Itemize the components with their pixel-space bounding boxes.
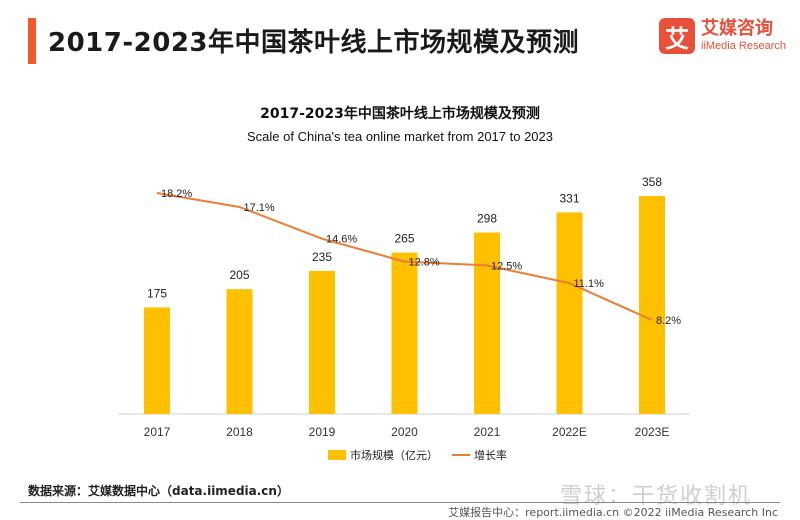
bar-value-label: 358 [642, 175, 662, 189]
logo-name-cn: 艾媒咨询 [701, 18, 774, 39]
bar-2023E [639, 196, 665, 414]
header-accent-bar [28, 18, 36, 64]
brand-logo: 艾 艾媒咨询 iiMedia Research [659, 18, 786, 54]
x-tick-label: 2023E [635, 425, 670, 439]
logo-mark-icon: 艾 [659, 18, 696, 54]
bar-value-label: 175 [147, 286, 167, 300]
x-tick-label: 2022E [552, 425, 587, 439]
x-tick-label: 2020 [391, 425, 418, 439]
bar-value-label: 205 [229, 268, 249, 282]
page-title: 2017-2023年中国茶叶线上市场规模及预测 [48, 28, 580, 58]
growth-rate-label: 12.5% [491, 260, 522, 272]
x-tick-label: 2019 [309, 425, 336, 439]
x-tick-labels: 2017 2018 2019 2020 2021 2022E 2023E [144, 425, 670, 439]
x-tick-label: 2021 [474, 425, 501, 439]
bar-2019 [309, 270, 335, 414]
bar-series: 175 205 235 265 298 331 358 [144, 175, 665, 414]
x-tick-label: 2018 [226, 425, 253, 439]
watermark: 雪球：干货收割机 [560, 484, 753, 509]
bar-value-label: 235 [312, 250, 332, 264]
legend-bar-swatch [328, 450, 346, 460]
chart-subtitle: Scale of China's tea online market from … [247, 129, 553, 144]
bar-value-label: 298 [477, 212, 497, 226]
growth-line [156, 192, 653, 321]
legend: 市场规模（亿元） 增长率 [328, 448, 507, 462]
x-tick-label: 2017 [144, 425, 171, 439]
growth-rate-label: 8.2% [656, 315, 681, 327]
bar-2021 [474, 232, 500, 414]
footer-divider [20, 502, 780, 503]
bar-2018 [226, 289, 253, 414]
growth-rate-label: 11.1% [574, 278, 605, 290]
logo-text: 艾媒咨询 iiMedia Research [701, 19, 786, 53]
bar-value-label: 331 [559, 191, 579, 205]
legend-bar-label: 市场规模（亿元） [350, 448, 438, 462]
data-source: 数据来源：艾媒数据中心（data.iimedia.cn） [28, 484, 289, 498]
bar-2020 [391, 252, 418, 414]
chart-title: 2017-2023年中国茶叶线上市场规模及预测 [260, 105, 540, 122]
logo-name-en: iiMedia Research [701, 40, 786, 52]
legend-line-label: 增长率 [474, 448, 507, 462]
bar-2017 [144, 307, 170, 414]
growth-rate-label: 17.1% [244, 202, 275, 214]
bar-value-label: 265 [394, 232, 414, 246]
growth-rate-label: 18.2% [161, 188, 192, 200]
footer-credit: 艾媒报告中心：report.iimedia.cn ©2022 iiMedia R… [448, 506, 778, 519]
growth-line-series: 18.2% 17.1% 14.6% 12.8% 12.5% 11.1% 8.2% [156, 188, 681, 327]
growth-rate-label: 12.8% [409, 257, 440, 269]
bar-2022E [556, 212, 583, 414]
growth-rate-label: 14.6% [326, 234, 357, 246]
